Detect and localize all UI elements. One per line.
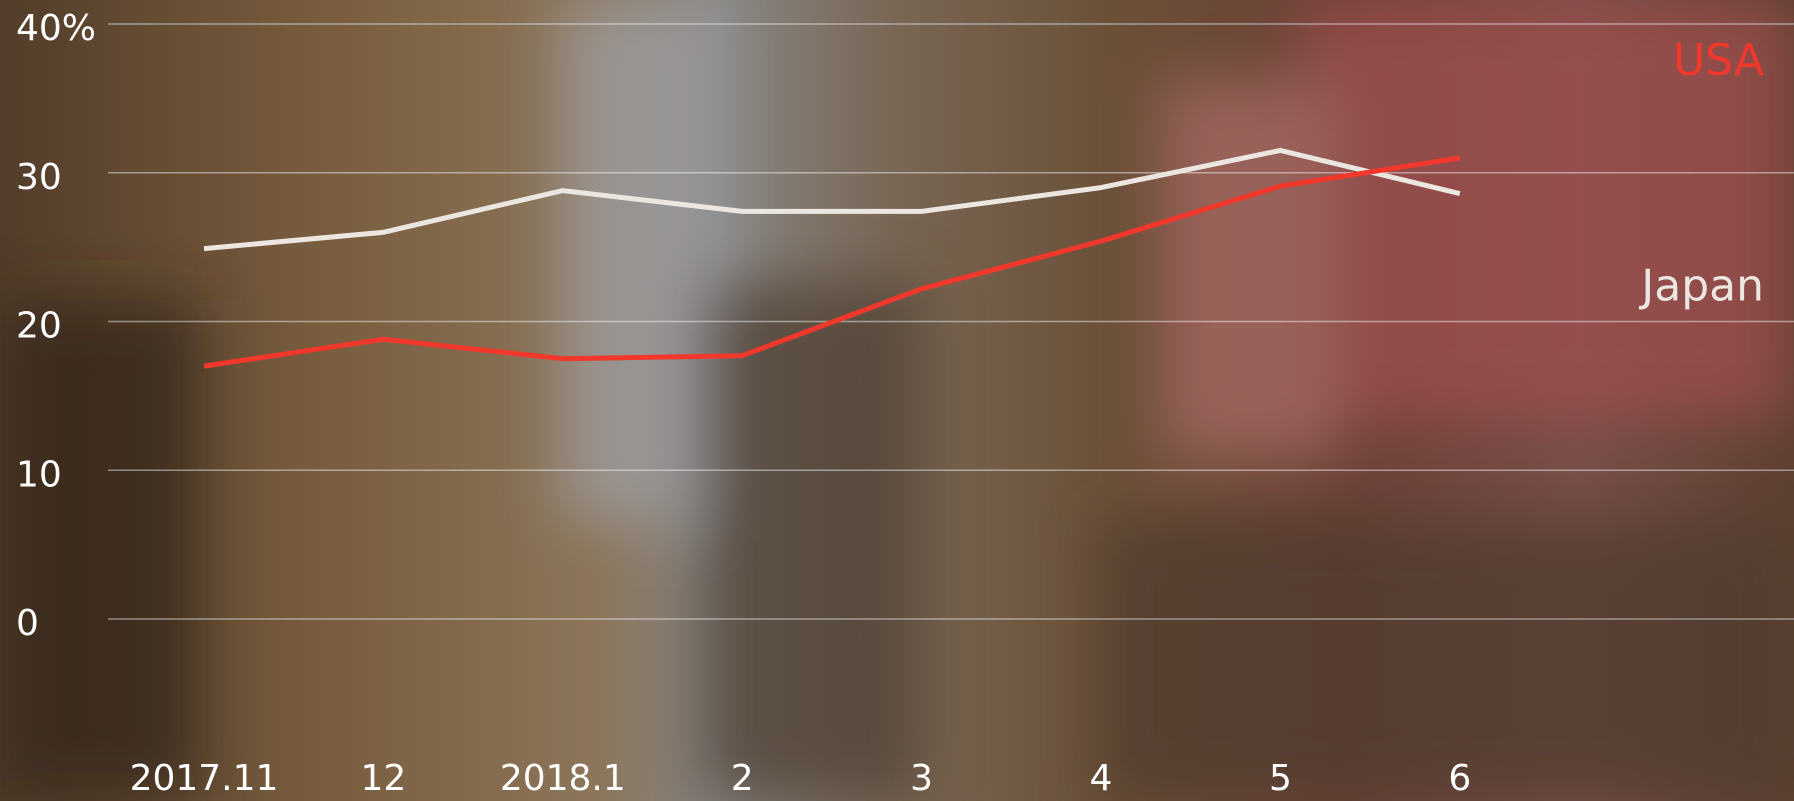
y-tick-label: 30 xyxy=(16,157,62,198)
x-tick-label: 12 xyxy=(360,758,406,799)
y-tick-label: 20 xyxy=(16,306,62,347)
x-tick-label: 2 xyxy=(731,758,754,799)
x-tick-label: 4 xyxy=(1090,758,1113,799)
x-tick-label: 6 xyxy=(1448,758,1471,799)
x-tick-label: 2018.1 xyxy=(500,758,626,799)
x-tick-label: 3 xyxy=(910,758,933,799)
series-label: USA xyxy=(1673,35,1764,86)
background xyxy=(0,0,1794,801)
series-label: Japan xyxy=(1638,261,1764,312)
y-tick-label: 10 xyxy=(16,454,62,495)
x-tick-label: 2017.11 xyxy=(130,758,279,799)
y-tick-label: 40% xyxy=(16,8,96,49)
y-tick-label: 0 xyxy=(16,603,39,644)
chart: 0 10 20 30 40% 2017.11 12 2018.1 2 3 4 5 6 Japan USA xyxy=(0,0,1794,801)
x-tick-label: 5 xyxy=(1269,758,1292,799)
